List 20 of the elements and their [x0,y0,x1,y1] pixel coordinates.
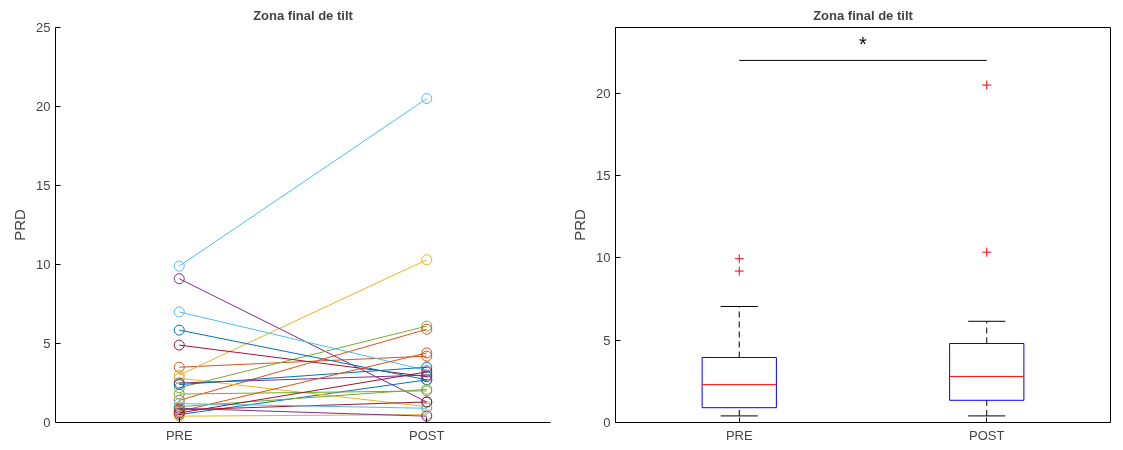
y-tick-label: 10 [596,250,611,266]
y-tick-label: 0 [43,415,51,430]
y-axis-title: PRD [11,209,29,241]
y-tick-label: 15 [36,178,51,193]
y-tick-label: 0 [603,415,611,430]
y-tick-label: 20 [596,85,611,101]
annotation: * [859,33,868,56]
chart-title: Zona final de tilt [813,7,914,23]
x-tick-label: PRE [165,427,193,443]
y-tick-label: 5 [603,332,611,348]
y-tick-label: 5 [43,336,51,351]
y-axis-title: PRD [571,209,589,241]
y-tick-label: 15 [596,168,611,184]
y-tick-label: 20 [36,99,51,114]
y-tick-label: 25 [36,20,51,35]
x-tick-label: PRE [725,427,753,443]
x-tick-label: POST [409,427,445,443]
chart-title: Zona final de tilt [253,7,354,23]
y-tick-label: 10 [36,257,51,272]
x-tick-label: POST [969,427,1005,443]
